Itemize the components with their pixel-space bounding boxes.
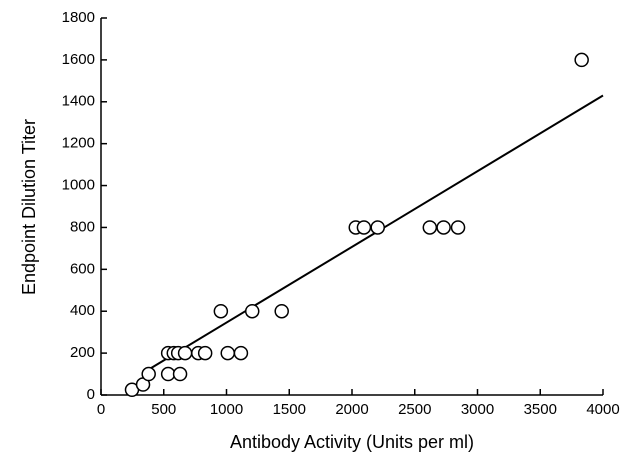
- x-tick-label: 3500: [524, 401, 557, 418]
- y-tick-label: 200: [70, 344, 95, 361]
- x-tick-label: 500: [151, 401, 176, 418]
- data-point: [213, 303, 229, 319]
- y-tick-label: 1200: [62, 135, 95, 152]
- data-point: [141, 366, 156, 382]
- data-point: [574, 52, 589, 68]
- data-point: [356, 220, 372, 235]
- data-point: [450, 220, 466, 235]
- x-tick-label: 1500: [273, 401, 306, 418]
- data-point: [160, 366, 176, 382]
- data-point: [244, 303, 260, 319]
- y-axis-label: Endpoint Dilution Titer: [19, 119, 39, 295]
- data-point: [177, 345, 193, 361]
- x-axis-label: Antibody Activity (Units per ml): [230, 432, 474, 452]
- x-tick-label: 1000: [210, 401, 243, 418]
- y-tick-label: 1800: [62, 9, 95, 26]
- y-tick-label: 600: [70, 260, 95, 277]
- x-tick-label: 2000: [335, 401, 368, 418]
- y-tick-label: 1600: [62, 51, 95, 68]
- data-point: [274, 303, 289, 319]
- data-point: [233, 345, 249, 361]
- data-point: [370, 220, 385, 235]
- data-point: [422, 220, 438, 235]
- data-point: [220, 345, 236, 361]
- x-tick-label: 3000: [461, 401, 494, 418]
- y-tick-label: 1400: [62, 93, 95, 110]
- y-tick-label: 0: [87, 386, 95, 403]
- x-tick-label: 2500: [398, 401, 431, 418]
- data-point: [172, 366, 188, 382]
- y-tick-label: 400: [70, 302, 95, 319]
- y-tick-label: 1000: [62, 177, 95, 194]
- x-tick-label: 4000: [586, 401, 619, 418]
- y-tick-label: 800: [70, 218, 95, 235]
- data-point: [197, 345, 213, 361]
- data-point: [436, 220, 451, 235]
- x-tick-label: 0: [97, 401, 105, 418]
